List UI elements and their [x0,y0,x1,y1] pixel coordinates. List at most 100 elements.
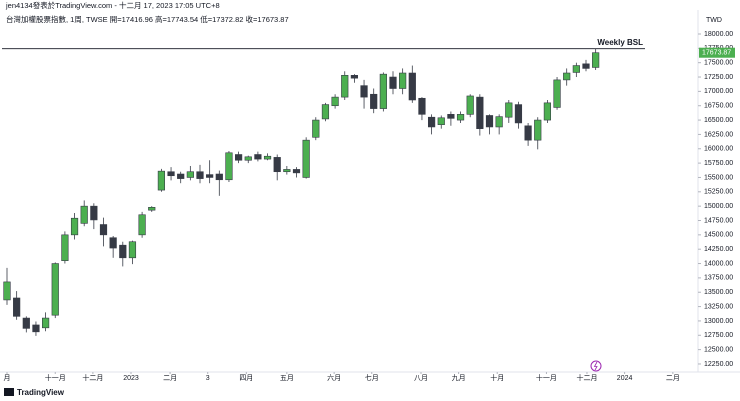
candle-body [206,174,214,178]
event-icon-bolt [593,361,598,371]
candle-body [61,234,69,261]
y-tick-label: 13250.00 [704,303,733,310]
y-tick-label: 17250.00 [704,74,733,81]
candle-body [514,104,523,124]
candle-body [572,65,580,73]
candle-body [41,317,50,329]
candle-body [543,102,551,121]
candle-body [99,224,108,236]
candle-body [32,324,40,333]
candle-body [418,97,426,115]
x-tick-label: 十一月 [45,373,66,382]
y-tick-label: 17500.00 [704,60,733,67]
header: jen4134發表於TradingView.com - 十二月 17, 2023… [5,0,220,10]
candle-body [128,241,137,259]
candle-body [119,244,127,259]
candle-body [196,171,204,179]
candle-body [138,214,146,236]
x-tick-label: 六月 [327,373,341,382]
candle-body [273,157,281,173]
candle-body [321,104,330,120]
x-tick-label: 九月 [452,373,466,382]
candle-body [80,205,88,224]
candle-body [427,116,436,128]
candle-body [341,75,349,98]
x-tick-label: 十二月 [576,373,597,382]
candle-body [360,85,368,98]
candle-body [563,72,571,81]
candle-body [456,114,465,121]
candle-body [331,96,339,107]
candle-body [505,102,513,118]
candle-body [399,72,407,89]
candle-body [534,119,542,141]
y-tick-label: 14750.00 [704,217,733,224]
event-icon [590,360,602,372]
candle-body [3,281,11,301]
candle-body [22,317,30,329]
candle-body [437,117,445,125]
y-tick-label: 14500.00 [704,232,733,239]
candle-body [263,155,272,160]
x-tick-label: 八月 [414,374,428,382]
candle-body [283,169,291,173]
y-tick-label: 12500.00 [704,346,733,353]
x-tick-label: 十月 [490,373,504,382]
candle-body [524,125,532,141]
candle-body [408,72,416,101]
candle-body [485,115,494,128]
y-tick-label: 18000.00 [704,31,733,38]
candle-body [51,263,59,316]
y-tick-label: 15250.00 [704,189,733,196]
x-tick-label: 十一月 [536,373,557,382]
y-tick-label: 15500.00 [704,174,733,181]
y-tick-label: 15750.00 [704,160,733,167]
x-tick-label: 2024 [617,375,633,382]
brand-logo [4,388,14,396]
y-tick-label: 15000.00 [704,203,733,210]
candle-body [592,52,600,68]
candle-body [70,217,79,236]
y-tick-label: 13500.00 [704,289,733,296]
candle-body [302,139,310,178]
candle-body [177,173,185,179]
y-tick-label: 12750.00 [704,332,733,339]
candle-body [148,207,156,211]
candle-body [379,73,387,109]
currency: TWD [706,17,722,24]
candle-body [553,79,561,108]
y-tick-label: 16500.00 [704,117,733,124]
candle-body [495,116,503,128]
candle-body [254,154,262,160]
candle-body [109,237,117,249]
candle-body [157,170,166,191]
candle-body [90,205,98,221]
candle-body [582,63,590,69]
x-tick-label: 七月 [365,373,379,382]
candle-body [350,75,359,79]
bsl-label: Weekly BSL [597,38,643,47]
y-tick-label: 16000.00 [704,146,733,153]
y-tick-label: 14000.00 [704,260,733,267]
candle-body [167,171,175,177]
candle-body [466,95,474,115]
x-tick-label: 十二月 [82,373,103,382]
candle-body [235,154,243,161]
candle-body [389,76,397,89]
candle-body [370,93,378,109]
x-tick-label: 二月 [163,374,177,382]
candle-body [312,119,320,138]
candle-body [476,96,484,129]
y-tick-label: 14250.00 [704,246,733,253]
x-tick-label: 月 [4,374,11,382]
y-tick-label: 16750.00 [704,103,733,110]
y-tick-label: 12250.00 [704,361,733,368]
candle-body [13,297,21,317]
candle-body [244,156,252,161]
candle-body [225,152,233,181]
candle-body [186,171,194,178]
x-tick-label: 四月 [239,374,253,382]
y-tick-label: 13000.00 [704,318,733,325]
last-price-box [699,47,735,58]
